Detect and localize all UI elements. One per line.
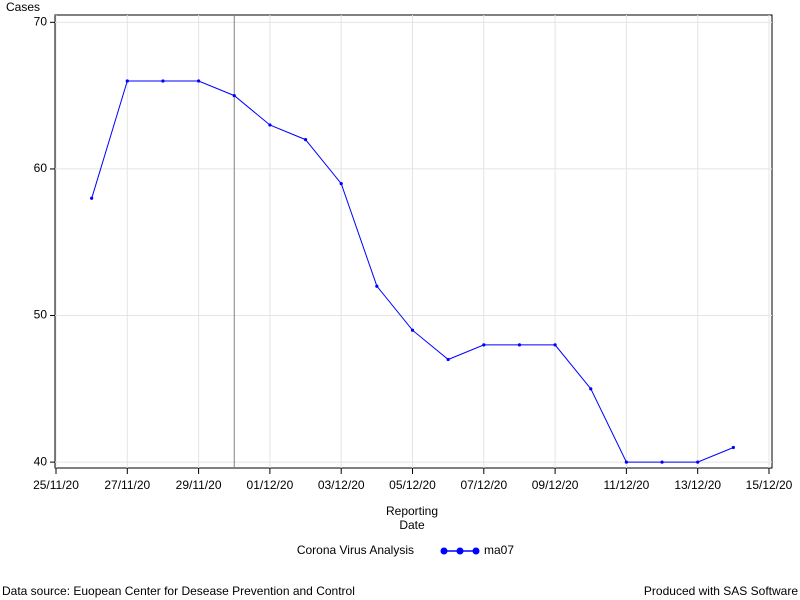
x-tick-label: 05/12/20	[389, 478, 436, 492]
y-tick-label: 40	[34, 454, 48, 468]
data-point	[482, 343, 486, 347]
data-point	[517, 343, 522, 347]
data-point	[696, 460, 700, 464]
data-point	[446, 357, 450, 362]
data-point	[125, 79, 129, 83]
x-tick-label: 25/11/20	[33, 478, 79, 492]
y-tick-label: 60	[34, 161, 48, 175]
y-axis-label: Cases	[6, 0, 40, 14]
data-point	[339, 181, 343, 186]
data-point	[410, 328, 415, 332]
x-tick-label: 11/12/20	[603, 478, 649, 492]
footnote-right: Produced with SAS Software	[643, 584, 798, 598]
data-point	[553, 343, 557, 347]
x-tick-label: 27/11/20	[104, 478, 150, 492]
x-tick-label: 15/12/20	[746, 478, 793, 492]
x-tick-label: 07/12/20	[460, 478, 507, 492]
data-point	[660, 460, 664, 464]
data-point	[731, 445, 735, 450]
y-tick-label: 50	[34, 308, 48, 322]
x-tick-label: 01/12/20	[247, 478, 294, 492]
y-tick-label: 70	[34, 15, 48, 29]
x-tick-label: 03/12/20	[318, 478, 365, 492]
x-tick-label: 29/11/20	[176, 478, 222, 492]
footnote-left: Data source: Euopean Center for Desease …	[2, 584, 355, 598]
data-point	[375, 284, 379, 288]
data-point	[303, 138, 308, 142]
legend-marker	[472, 547, 480, 555]
x-axis-label: Reporting Date	[385, 504, 439, 532]
data-point	[232, 94, 236, 98]
x-tick-label: 13/12/20	[674, 478, 721, 492]
data-point	[90, 196, 94, 200]
plot-frame	[54, 14, 773, 469]
x-tick-label: 09/12/20	[532, 478, 579, 492]
legend-marker	[456, 547, 464, 555]
legend-label: ma07	[484, 543, 514, 557]
data-point	[161, 79, 165, 83]
legend-marker	[440, 547, 448, 555]
data-point	[268, 123, 272, 127]
data-point	[624, 460, 629, 464]
legend-title: Corona Virus Analysis	[297, 543, 414, 557]
data-point	[197, 79, 201, 83]
data-point	[589, 387, 593, 391]
